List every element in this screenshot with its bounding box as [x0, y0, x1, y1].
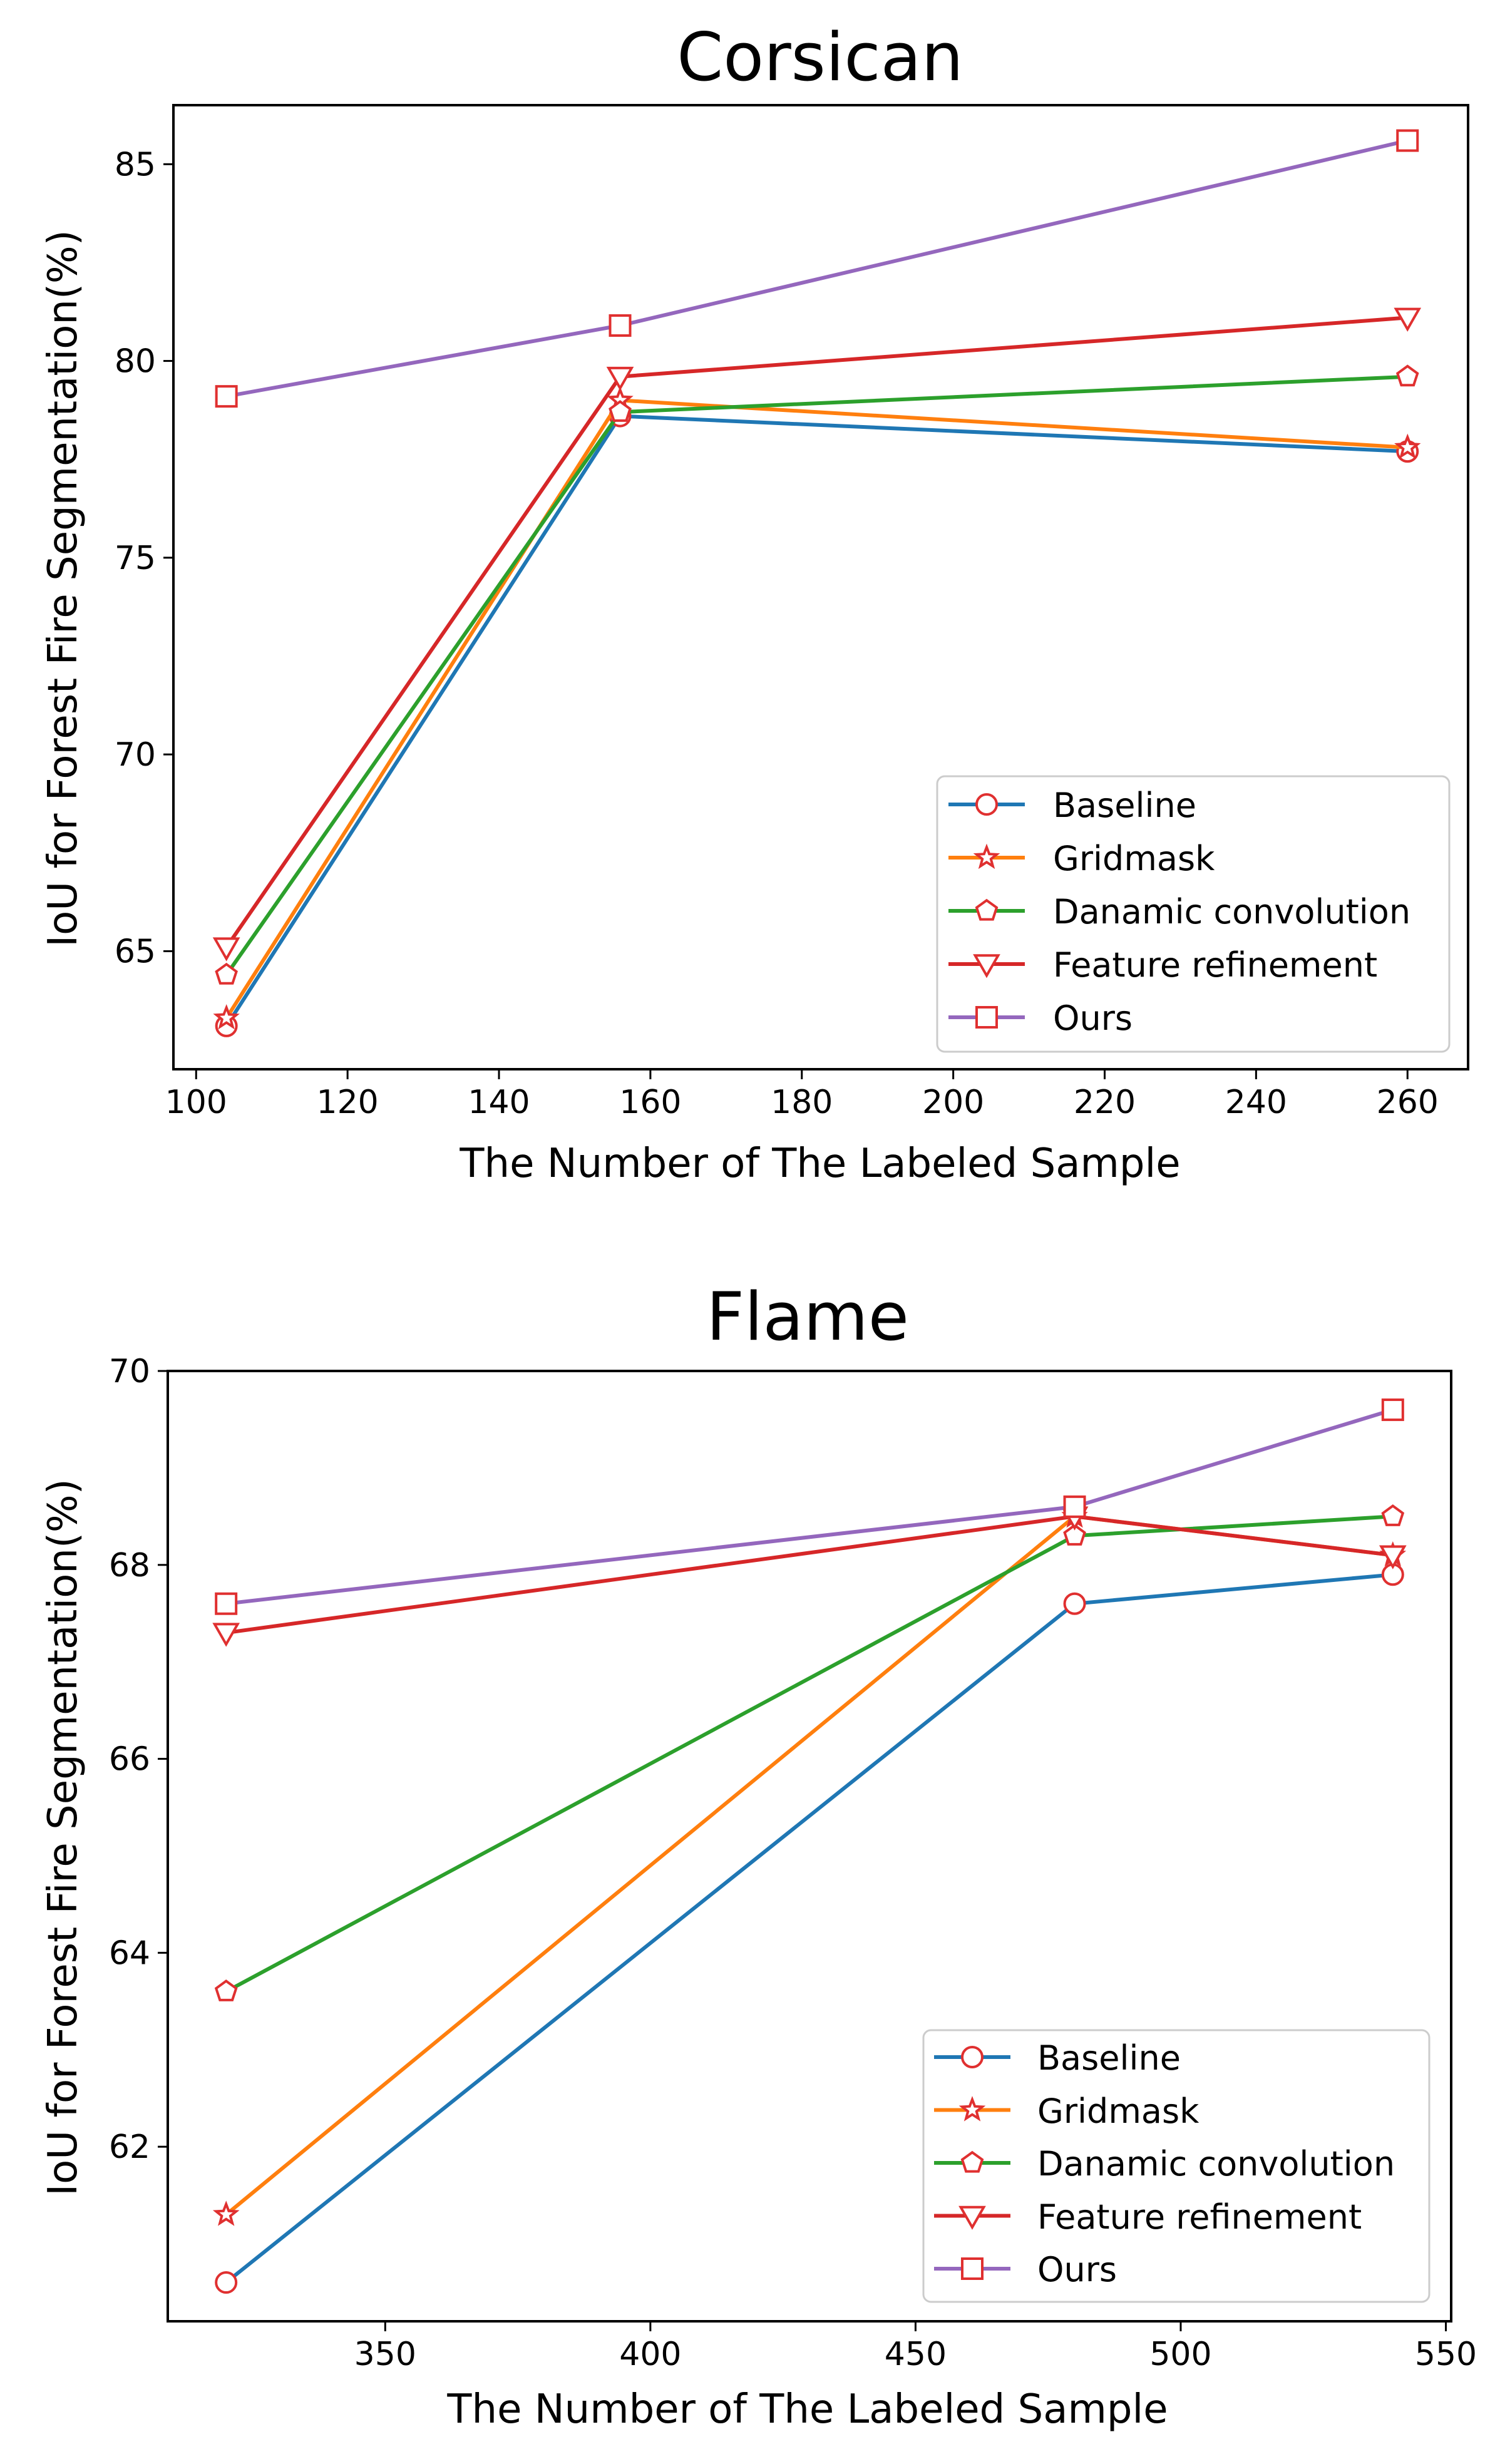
- x-tick-label: 100: [165, 1084, 227, 1121]
- series-layer: [212, 1398, 1407, 2294]
- x-tick-label: 200: [922, 1084, 984, 1121]
- legend-label-baseline: Baseline: [1037, 2038, 1181, 2078]
- data-point-ours: [1396, 129, 1419, 152]
- axis-ticks: 100 120 140 160 180 200 220 240 260 65 70 75 80 85: [115, 146, 1439, 1121]
- legend-label-feature-refinement: Feature refinement: [1037, 2197, 1362, 2237]
- x-tick-label: 350: [354, 2336, 416, 2373]
- data-point-ours: [1063, 1495, 1086, 1518]
- legend: Baseline Gridmask Danamic convolution Fe…: [922, 2029, 1431, 2303]
- series-baseline: [215, 1563, 1404, 2294]
- legend-label-gridmask: Gridmask: [1053, 839, 1215, 878]
- legend-label-danamic-convolution: Danamic convolution: [1037, 2144, 1395, 2184]
- y-tick-label: 62: [109, 2128, 150, 2166]
- data-point-ours: [215, 1592, 238, 1615]
- data-point-feature-refinement: [606, 366, 634, 391]
- legend-marker-danamic-convolution: [975, 898, 999, 921]
- legend-label-baseline: Baseline: [1053, 786, 1196, 825]
- x-tick-label: 240: [1225, 1084, 1287, 1121]
- y-tick-label: 85: [115, 146, 156, 183]
- data-point-gridmask: [213, 1004, 240, 1030]
- data-point-baseline: [215, 2271, 238, 2294]
- series-ours: [215, 129, 1419, 408]
- legend-marker-baseline: [961, 2046, 984, 2068]
- legend-marker-gridmask: [958, 2096, 986, 2122]
- data-point-feature-refinement: [212, 937, 240, 962]
- y-axis-label: IoU for Forest Fire Segmentation(%): [40, 230, 86, 947]
- axis-ticks: 350 400 450 500 550 62 64 66 68 70: [109, 1353, 1477, 2373]
- legend-marker-ours: [975, 1006, 998, 1029]
- legend-marker-gridmask: [973, 843, 1000, 870]
- legend: Baseline Gridmask Danamic convolution Fe…: [936, 775, 1451, 1053]
- corsican-chart: Corsican The Number of The Labeled Sampl…: [40, 19, 1469, 1187]
- legend-label-feature-refinement: Feature refinement: [1053, 945, 1377, 985]
- legend-label-ours: Ours: [1037, 2250, 1117, 2289]
- y-tick-label: 68: [109, 1547, 150, 1584]
- data-point-feature-refinement: [1379, 1545, 1407, 1569]
- data-point-danamic-convolution: [214, 1979, 238, 2001]
- data-point-danamic-convolution: [1395, 364, 1419, 387]
- legend-marker-feature-refinement: [973, 954, 1000, 978]
- x-tick-label: 120: [317, 1084, 379, 1121]
- legend-marker-ours: [961, 2257, 984, 2280]
- legend-label-danamic-convolution: Danamic convolution: [1053, 892, 1410, 932]
- legend-box: [922, 2029, 1431, 2303]
- series-layer: [212, 129, 1422, 1037]
- series-danamic-convolution: [215, 364, 1419, 985]
- y-tick-label: 70: [115, 736, 156, 774]
- x-tick-label: 260: [1377, 1084, 1439, 1121]
- y-tick-label: 80: [115, 343, 156, 381]
- y-tick-label: 70: [109, 1353, 150, 1390]
- data-point-gridmask: [212, 2200, 240, 2226]
- x-tick-label: 500: [1149, 2336, 1211, 2373]
- legend-label-gridmask: Gridmask: [1037, 2092, 1199, 2131]
- legend-marker-feature-refinement: [958, 2205, 986, 2230]
- y-axis-label: IoU for Forest Fire Segmentation(%): [40, 1479, 86, 2195]
- chart-title: Flame: [706, 1278, 909, 1355]
- plot-frame: [172, 104, 1469, 1070]
- x-tick-label: 140: [468, 1084, 530, 1121]
- data-point-danamic-convolution: [609, 400, 632, 422]
- y-tick-label: 65: [115, 933, 156, 970]
- data-point-ours: [215, 385, 238, 408]
- series-ours: [215, 1398, 1404, 1615]
- x-tick-label: 550: [1415, 2336, 1477, 2373]
- data-point-gridmask: [1394, 433, 1421, 459]
- legend-box: [936, 775, 1451, 1053]
- data-point-ours: [609, 314, 632, 337]
- series-danamic-convolution: [214, 1504, 1405, 2001]
- x-tick-label: 160: [619, 1084, 681, 1121]
- legend-marker-danamic-convolution: [960, 2150, 984, 2173]
- legend-marker-baseline: [975, 793, 998, 816]
- x-tick-label: 450: [885, 2336, 947, 2373]
- x-tick-label: 180: [771, 1084, 833, 1121]
- data-point-danamic-convolution: [215, 962, 238, 985]
- data-point-feature-refinement: [212, 1623, 240, 1647]
- data-point-baseline: [1063, 1592, 1086, 1615]
- x-tick-label: 400: [619, 2336, 681, 2373]
- x-axis-label: The Number of The Labeled Sample: [446, 2386, 1168, 2433]
- series-feature-refinement: [212, 307, 1422, 962]
- data-point-feature-refinement: [1394, 307, 1422, 332]
- y-tick-label: 64: [109, 1934, 150, 1972]
- legend-label-ours: Ours: [1053, 998, 1133, 1038]
- plot-frame: [167, 1370, 1452, 2323]
- data-point-ours: [1381, 1398, 1404, 1421]
- data-point-danamic-convolution: [1381, 1504, 1405, 1526]
- chart-title: Corsican: [677, 19, 963, 96]
- x-tick-label: 220: [1074, 1084, 1136, 1121]
- x-axis-label: The Number of The Labeled Sample: [459, 1141, 1180, 1187]
- flame-chart: Flame The Number of The Labeled Sample I…: [40, 1278, 1477, 2433]
- data-point-danamic-convolution: [1063, 1524, 1086, 1546]
- y-tick-label: 75: [115, 540, 156, 577]
- y-tick-label: 66: [109, 1741, 150, 1779]
